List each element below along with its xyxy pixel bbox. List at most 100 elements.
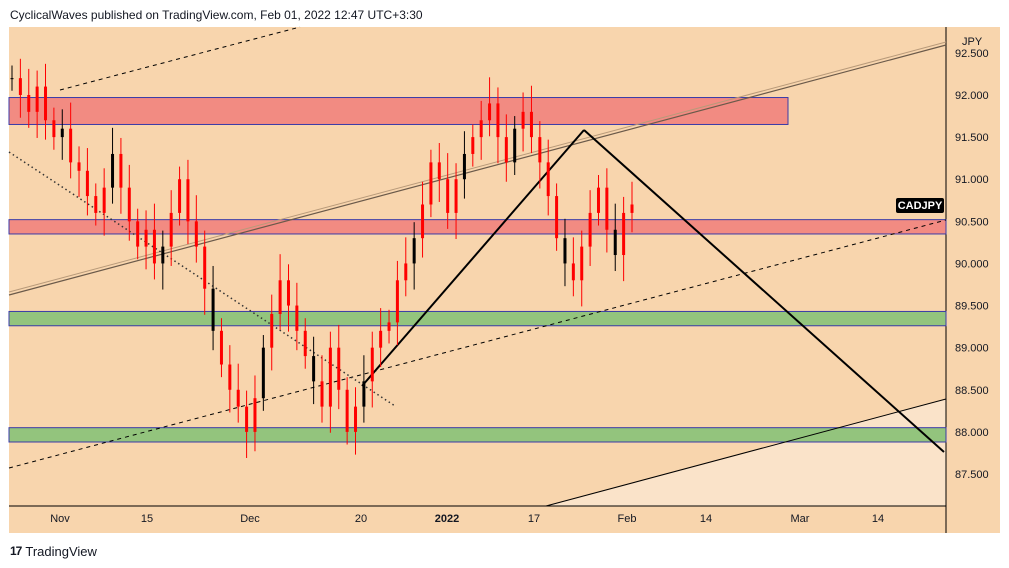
candle-body [94,196,98,213]
channel-line-lower [545,398,947,507]
candle-body [504,137,508,163]
time-tick-label: Dec [240,513,260,525]
publish-info: CyclicalWaves published on TradingView.c… [10,8,423,22]
candle-body [563,238,567,264]
candle-body [404,263,408,281]
candle-body [219,330,223,365]
candle-body [496,103,500,138]
price-tick-label: 89.000 [955,343,989,355]
price-tick-label: 91.000 [955,174,989,186]
trendlines-layer [8,26,947,507]
candle-body [152,229,156,264]
price-tick-label: 90.000 [955,258,989,270]
candle-body [328,347,332,407]
candle-body [571,263,575,281]
candle-body [211,288,215,331]
candle-body [580,246,584,281]
time-axis-area[interactable] [9,506,1000,533]
candle-body [278,280,282,314]
candle-body [261,347,265,399]
time-tick-label: 20 [355,513,367,525]
candle-body [538,137,542,163]
candle-body [161,246,165,264]
candle-body [102,187,106,213]
candle-body [27,95,31,112]
candle-body [295,305,299,331]
channel-line-upper-shadow [8,41,947,293]
tradingview-logo-icon: 17 [10,544,22,558]
falling-projection-line [583,129,945,453]
candle-body [521,111,525,129]
channel-midline-dashed [8,219,947,469]
candle-body [387,322,391,331]
candle-body [630,204,634,213]
time-tick-label: 2022 [435,513,459,525]
candle-body [136,221,140,247]
zones-layer [8,97,947,443]
candle-body [429,162,433,205]
resistance-zone [8,97,789,125]
candle-body [379,330,383,348]
candle-body [370,347,374,382]
price-tick-label: 88.500 [955,385,989,397]
price-tick-label: 92.500 [955,48,989,60]
price-tick-label: 87.500 [955,469,989,481]
price-tick-label: 90.500 [955,216,989,228]
candle-body [454,179,458,213]
candle-body [312,356,316,382]
dotted-downtrend-line [8,151,396,407]
time-tick-label: Nov [50,513,70,525]
candle-body [286,280,290,306]
time-tick-label: Feb [618,513,637,525]
last-price-badge-label: CADJPY [898,200,943,212]
candle-body [18,78,22,95]
candle-body [85,170,89,197]
candle-body [270,313,274,348]
candle-body [588,212,592,247]
price-tick-label: 89.500 [955,301,989,313]
currency-label: JPY [962,36,983,48]
candle-body [169,212,173,247]
candle-body [546,162,550,197]
candle-body [513,128,517,163]
candle-body [127,187,131,222]
candle-body [337,347,341,390]
candle-body [421,204,425,239]
price-tick-label: 92.000 [955,90,989,102]
tradingview-footer[interactable]: 17 TradingView [10,541,97,561]
time-axis: Nov 15 Dec 20 2022 17 Feb 14 Mar 14 [50,513,884,525]
price-axis: 92.500 92.000 91.500 91.000 90.500 90.000 89.5… [955,48,989,481]
price-tick-label: 88.000 [955,427,989,439]
channel-line-upper [8,44,947,296]
candle-body [203,246,207,289]
candle-body [462,153,466,180]
candle-body [144,229,148,247]
candle-body [111,153,115,188]
candle-body [303,330,307,357]
channel-top-dashed [59,26,301,91]
price-axis-area[interactable] [946,27,1000,506]
candle-body [10,78,14,80]
candle-body [555,196,559,239]
candle-body [253,398,257,432]
candle-body [35,86,39,112]
candle-body [60,128,64,138]
time-tick-label: Mar [791,513,810,525]
candles-layer [10,58,634,458]
candle-body [412,238,416,264]
time-tick-label: 15 [141,513,153,525]
candle-body [178,179,182,213]
candle-body [395,280,399,323]
price-tick-label: 91.500 [955,132,989,144]
candle-body [186,179,190,222]
candle-body [446,179,450,213]
candle-body [479,120,483,138]
last-price-badge [896,198,944,213]
time-tick-label: 14 [700,513,712,525]
candle-body [228,364,232,390]
candle-body [77,162,81,171]
candle-body [354,406,358,432]
support-zone [8,310,947,327]
candle-body [437,162,441,180]
